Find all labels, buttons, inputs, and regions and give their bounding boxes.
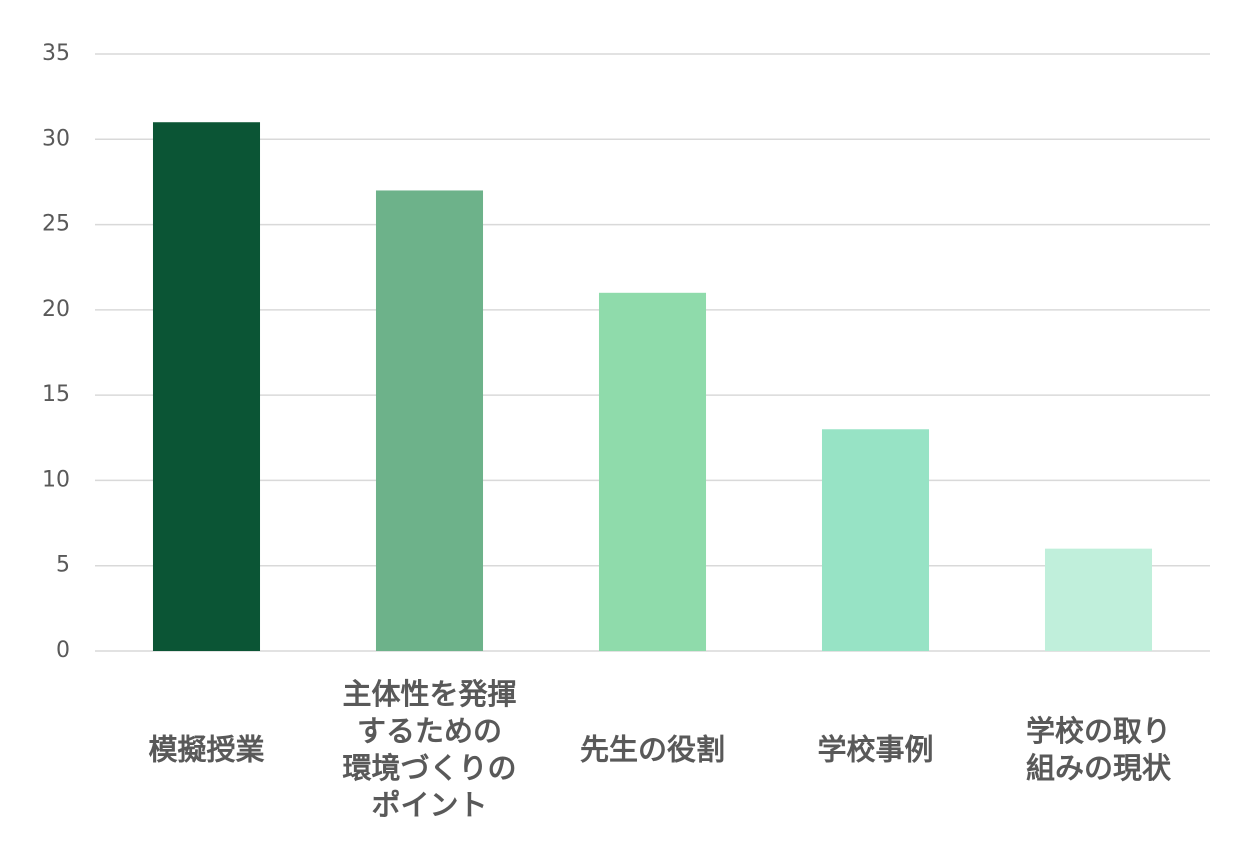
bar <box>598 292 707 651</box>
x-tick-label: 学校の取り 組みの現状 <box>1025 714 1171 785</box>
y-tick-label: 15 <box>42 382 70 407</box>
y-tick-label: 30 <box>42 126 70 151</box>
x-tick-label: 模擬授業 <box>148 732 265 767</box>
x-tick-label: 学校事例 <box>817 732 934 767</box>
x-tick-label: 先生の役割 <box>579 732 725 767</box>
bar <box>152 122 261 651</box>
bar <box>821 429 930 651</box>
x-tick-label: 主体性を発揮 するための 環境づくりの ポイント <box>342 677 517 822</box>
y-tick-label: 35 <box>42 41 70 66</box>
y-tick-label: 5 <box>56 553 70 578</box>
bar <box>375 190 484 651</box>
y-tick-label: 20 <box>42 297 70 322</box>
y-tick-label: 0 <box>56 638 70 663</box>
bar <box>1044 548 1153 651</box>
y-tick-label: 25 <box>42 212 70 237</box>
y-tick-label: 10 <box>42 467 70 492</box>
